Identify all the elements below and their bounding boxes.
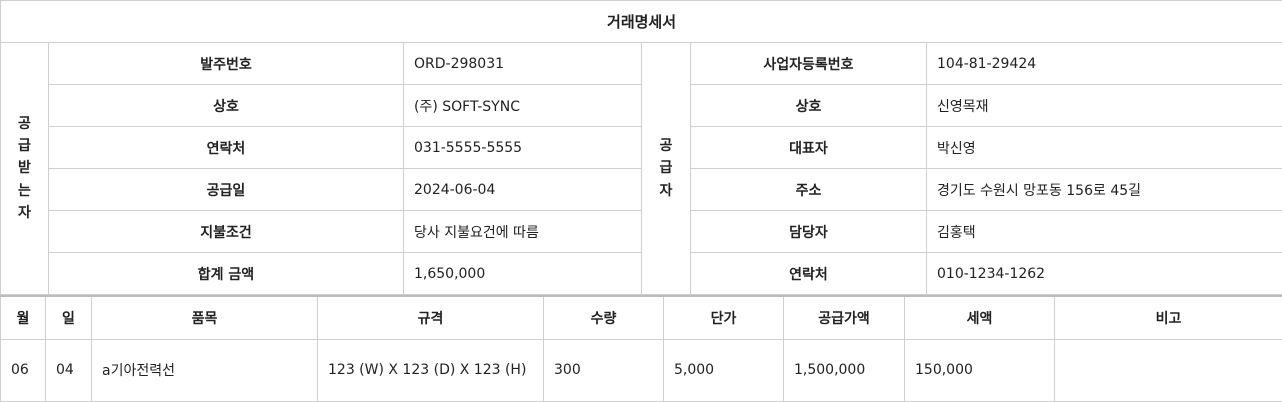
col-header-qty: 수량	[544, 296, 664, 339]
table-row: 06 04 a기아전력선 123 (W) X 123 (D) X 123 (H)…	[1, 339, 1282, 401]
supplier-vertical-label: 공 급 자	[642, 43, 691, 295]
item-day: 04	[46, 339, 92, 401]
col-header-note: 비고	[1055, 296, 1282, 339]
receiver-supply-date-label: 공급일	[49, 169, 404, 211]
receiver-payment-terms-label: 지불조건	[49, 211, 404, 253]
supplier-company-label: 상호	[691, 85, 927, 127]
receiver-vertical-label: 공 급 받 는 자	[1, 43, 49, 295]
header-table: 거래명세서 공 급 받 는 자 발주번호 ORD-298031 공 급 자 사업…	[0, 0, 1282, 295]
item-unit-price: 5,000	[664, 339, 784, 401]
document-title: 거래명세서	[1, 1, 1282, 43]
supplier-address-label: 주소	[691, 169, 927, 211]
receiver-payment-terms-value: 당사 지불요건에 따름	[404, 211, 642, 253]
supplier-company-value: 신영목재	[927, 85, 1282, 127]
col-header-item: 품목	[92, 296, 318, 339]
item-qty: 300	[544, 339, 664, 401]
supplier-representative-label: 대표자	[691, 127, 927, 169]
supplier-manager-label: 담당자	[691, 211, 927, 253]
supplier-manager-value: 김홍택	[927, 211, 1282, 253]
receiver-contact-value: 031-5555-5555	[404, 127, 642, 169]
col-header-tax: 세액	[905, 296, 1055, 339]
receiver-company-label: 상호	[49, 85, 404, 127]
item-spec: 123 (W) X 123 (D) X 123 (H)	[318, 339, 544, 401]
item-supply-amount: 1,500,000	[784, 339, 905, 401]
supplier-representative-value: 박신영	[927, 127, 1282, 169]
receiver-order-number-value: ORD-298031	[404, 43, 642, 85]
items-header-row: 월 일 품목 규격 수량 단가 공급가액 세액 비고	[1, 296, 1282, 339]
receiver-total-amount-label: 합계 금액	[49, 253, 404, 295]
item-name: a기아전력선	[92, 339, 318, 401]
item-month: 06	[1, 339, 46, 401]
receiver-order-number-label: 발주번호	[49, 43, 404, 85]
col-header-supply-amount: 공급가액	[784, 296, 905, 339]
receiver-supply-date-value: 2024-06-04	[404, 169, 642, 211]
item-note	[1055, 339, 1282, 401]
receiver-company-value: (주) SOFT-SYNC	[404, 85, 642, 127]
receiver-total-amount-value: 1,650,000	[404, 253, 642, 295]
col-header-unit-price: 단가	[664, 296, 784, 339]
supplier-registration-label: 사업자등록번호	[691, 43, 927, 85]
supplier-contact-label: 연락처	[691, 253, 927, 295]
supplier-contact-value: 010-1234-1262	[927, 253, 1282, 295]
col-header-spec: 규격	[318, 296, 544, 339]
supplier-address-value: 경기도 수원시 망포동 156로 45길	[927, 169, 1282, 211]
receiver-contact-label: 연락처	[49, 127, 404, 169]
item-tax: 150,000	[905, 339, 1055, 401]
col-header-month: 월	[1, 296, 46, 339]
supplier-registration-value: 104-81-29424	[927, 43, 1282, 85]
items-table: 월 일 품목 규격 수량 단가 공급가액 세액 비고 06 04 a기아전력선 …	[0, 295, 1282, 402]
col-header-day: 일	[46, 296, 92, 339]
